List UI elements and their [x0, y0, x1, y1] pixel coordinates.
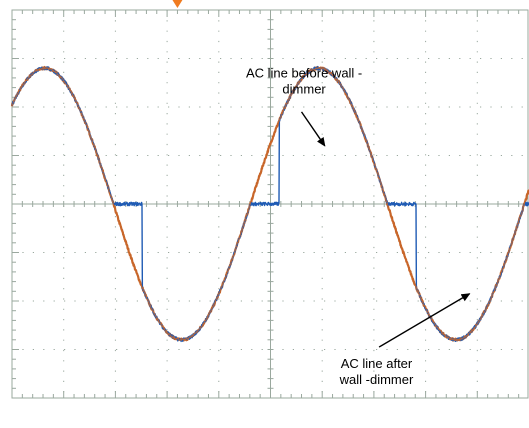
traces [10, 65, 529, 343]
annotation-line: wall -dimmer [339, 372, 414, 387]
annotation-label-before: AC line before wall -dimmer [246, 65, 362, 96]
annotations: AC line before wall -dimmer AC line after… [246, 65, 471, 387]
annotation-line: dimmer [282, 81, 326, 96]
graticule [11, 9, 529, 399]
trace-before-dimmer-overlay [11, 66, 529, 342]
trigger-marker-icon [172, 0, 183, 8]
annotation-line: AC line before wall - [246, 65, 362, 80]
annotation-label-after: AC line after wall -dimmer [339, 356, 414, 387]
annotation-line: AC line after [341, 356, 413, 371]
annotation-arrow-after [378, 293, 471, 348]
annotation-arrow-before [300, 111, 326, 147]
